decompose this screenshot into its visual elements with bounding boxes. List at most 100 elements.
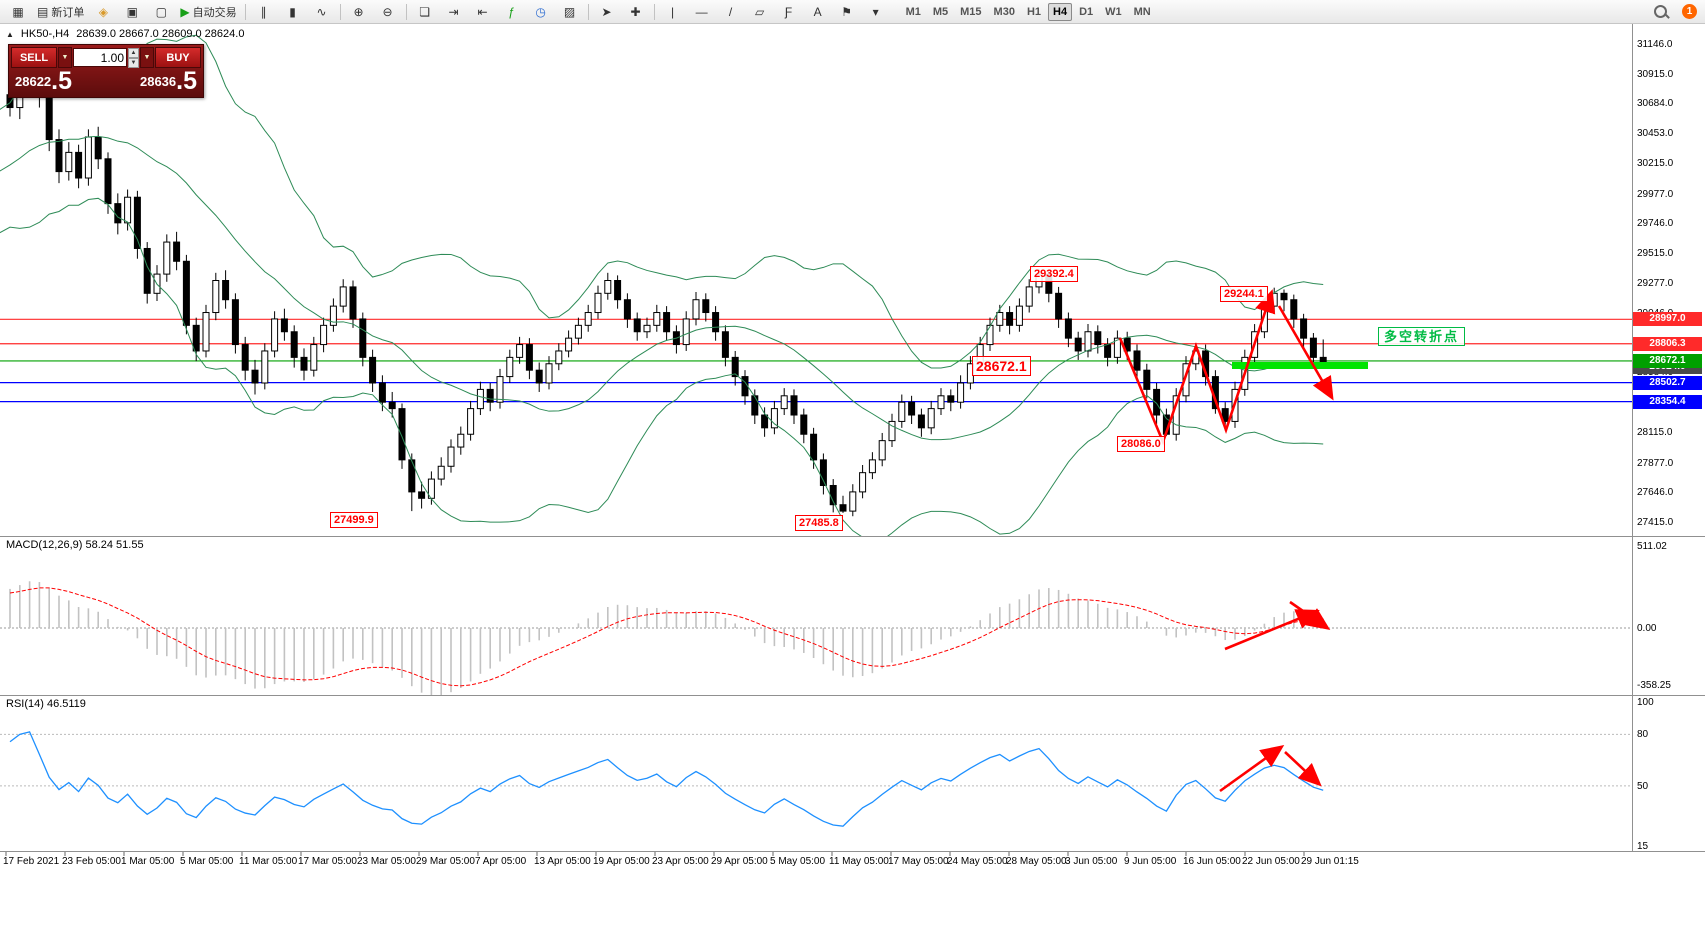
indicators-button[interactable]: ƒ xyxy=(498,1,526,23)
candle-body xyxy=(604,280,612,294)
search-button[interactable] xyxy=(1646,1,1674,23)
toolbar-right: 1 xyxy=(1646,1,1701,23)
zoom-out-button[interactable]: ⊖ xyxy=(374,1,402,23)
line-chart-button[interactable]: ∿ xyxy=(308,1,336,23)
equidistant-channel-button[interactable]: ▱ xyxy=(746,1,774,23)
chart-ohlc-header: ▲ HK50-,H4 28639.0 28667.0 28609.0 28624… xyxy=(6,28,244,40)
tile-windows-button[interactable]: ❏ xyxy=(411,1,439,23)
one-click-collapse-icon[interactable]: ▲ xyxy=(6,29,14,39)
candle-body xyxy=(467,408,475,435)
sell-price[interactable]: 28622.5 xyxy=(15,69,72,94)
timeframe-m30[interactable]: M30 xyxy=(993,5,1015,18)
red-trend-arrow[interactable] xyxy=(1277,305,1334,401)
main-pane[interactable] xyxy=(0,34,1632,541)
buy-dropdown-icon[interactable]: ▼ xyxy=(140,47,154,68)
mql5-market-button[interactable]: ◈ xyxy=(89,1,117,23)
candle-body xyxy=(653,312,661,326)
candle-body xyxy=(476,388,484,410)
candle-body xyxy=(329,305,337,326)
candle-body xyxy=(418,491,426,499)
templates-button[interactable]: ▨ xyxy=(556,1,584,23)
candle-body xyxy=(966,363,974,384)
candle-body xyxy=(369,356,377,384)
shapes-dropdown-icon: ▾ xyxy=(872,4,879,19)
candle-body xyxy=(1006,312,1014,326)
macd-pane[interactable] xyxy=(0,581,1632,695)
red-trend-arrow[interactable] xyxy=(1224,609,1320,651)
horizontal-line-button[interactable]: — xyxy=(688,1,716,23)
candle-body xyxy=(516,344,524,358)
fibonacci-button[interactable]: Ƒ xyxy=(775,1,803,23)
timeframe-h1[interactable]: H1 xyxy=(1026,5,1042,18)
vertical-line-icon: | xyxy=(671,4,675,19)
shapes-dropdown-button[interactable]: ▾ xyxy=(862,1,890,23)
auto-scroll-button[interactable]: ⇥ xyxy=(440,1,468,23)
volume-input[interactable] xyxy=(74,50,126,65)
timeframe-m1[interactable]: M1 xyxy=(905,5,921,18)
red-trend-arrow[interactable] xyxy=(1289,600,1331,630)
text-button[interactable]: A xyxy=(804,1,832,23)
sell-button[interactable]: SELL xyxy=(11,47,57,68)
volume-stepper[interactable]: ▲ ▼ xyxy=(128,48,139,68)
timeframe-d1[interactable]: D1 xyxy=(1079,5,1094,18)
candle-body xyxy=(614,280,622,301)
candle-body xyxy=(192,324,200,352)
new-chart-button[interactable]: ▦ xyxy=(4,1,32,23)
profiles-button[interactable]: ▣ xyxy=(118,1,146,23)
candle-body xyxy=(565,337,573,352)
candle-body xyxy=(231,299,239,346)
red-trend-arrow[interactable] xyxy=(1219,744,1285,793)
cursor-button[interactable]: ➤ xyxy=(593,1,621,23)
candle-body xyxy=(1084,331,1092,352)
auto-trading-button-label: 自动交易 xyxy=(192,6,237,19)
buy-price[interactable]: 28636.5 xyxy=(140,69,197,94)
candle-body xyxy=(241,344,249,371)
toolbar-separator xyxy=(587,3,589,20)
candle-body xyxy=(163,241,171,275)
candle-body xyxy=(124,196,132,224)
trendline-button[interactable]: / xyxy=(717,1,745,23)
label-button[interactable]: ⚑ xyxy=(833,1,861,23)
timeframe-m5[interactable]: M5 xyxy=(932,5,949,18)
red-trend-arrow[interactable] xyxy=(1284,751,1322,787)
candle-body xyxy=(790,395,798,416)
rsi-label: RSI(14) 46.5119 xyxy=(6,698,86,710)
candle-body xyxy=(1280,292,1288,301)
candle-body xyxy=(1143,369,1151,390)
crosshair-button[interactable]: ✚ xyxy=(622,1,650,23)
candlestick-chart-icon: ▮ xyxy=(289,4,296,19)
candle-body xyxy=(859,472,867,493)
buy-button[interactable]: BUY xyxy=(155,47,201,68)
green-highlight-line[interactable] xyxy=(1232,362,1368,369)
vertical-line-button[interactable]: | xyxy=(659,1,687,23)
notification-badge[interactable]: 1 xyxy=(1682,4,1697,19)
candle-body xyxy=(1064,318,1072,339)
auto-scroll-icon: ⇥ xyxy=(448,4,459,19)
new-order-button[interactable]: ▤ 新订单 xyxy=(33,1,88,23)
sell-price-main: 28622 xyxy=(15,74,52,89)
candle-body xyxy=(888,420,896,442)
sell-dropdown-icon[interactable]: ▼ xyxy=(58,47,72,68)
chart-shift-button[interactable]: ⇤ xyxy=(469,1,497,23)
candlestick-chart-button[interactable]: ▮ xyxy=(279,1,307,23)
timeframe-m15[interactable]: M15 xyxy=(960,5,982,18)
timeframe-h4[interactable]: H4 xyxy=(1048,2,1073,21)
volume-step-down-icon[interactable]: ▼ xyxy=(128,58,139,68)
candle-body xyxy=(868,459,876,474)
red-trend-arrow[interactable] xyxy=(1118,289,1276,446)
bar-chart-button[interactable]: ∥ xyxy=(250,1,278,23)
annotation-layer xyxy=(0,24,1705,856)
toolbar: ▦ ▤ 新订单 ◈ ▣ ▢ ▶ 自动交易 ∥ ▮ ∿ ⊕ ⊖ ❏ ⇥ ⇤ ƒ ◷ ▨ ➤ ✚ | — / ▱ Ƒ A ⚑ ▾ M1 M5 M… xyxy=(0,0,1705,24)
zoom-in-button[interactable]: ⊕ xyxy=(345,1,373,23)
periods-icon: ◷ xyxy=(535,4,546,19)
data-window-button[interactable]: ▢ xyxy=(147,1,175,23)
line-chart-icon: ∿ xyxy=(316,4,327,19)
periods-button[interactable]: ◷ xyxy=(527,1,555,23)
rsi-pane[interactable] xyxy=(0,731,1632,827)
candle-body xyxy=(280,318,288,333)
timeframe-mn[interactable]: MN xyxy=(1133,5,1151,18)
auto-trading-button[interactable]: ▶ 自动交易 xyxy=(176,1,240,23)
timeframe-w1[interactable]: W1 xyxy=(1105,5,1122,18)
volume-step-up-icon[interactable]: ▲ xyxy=(128,48,139,58)
